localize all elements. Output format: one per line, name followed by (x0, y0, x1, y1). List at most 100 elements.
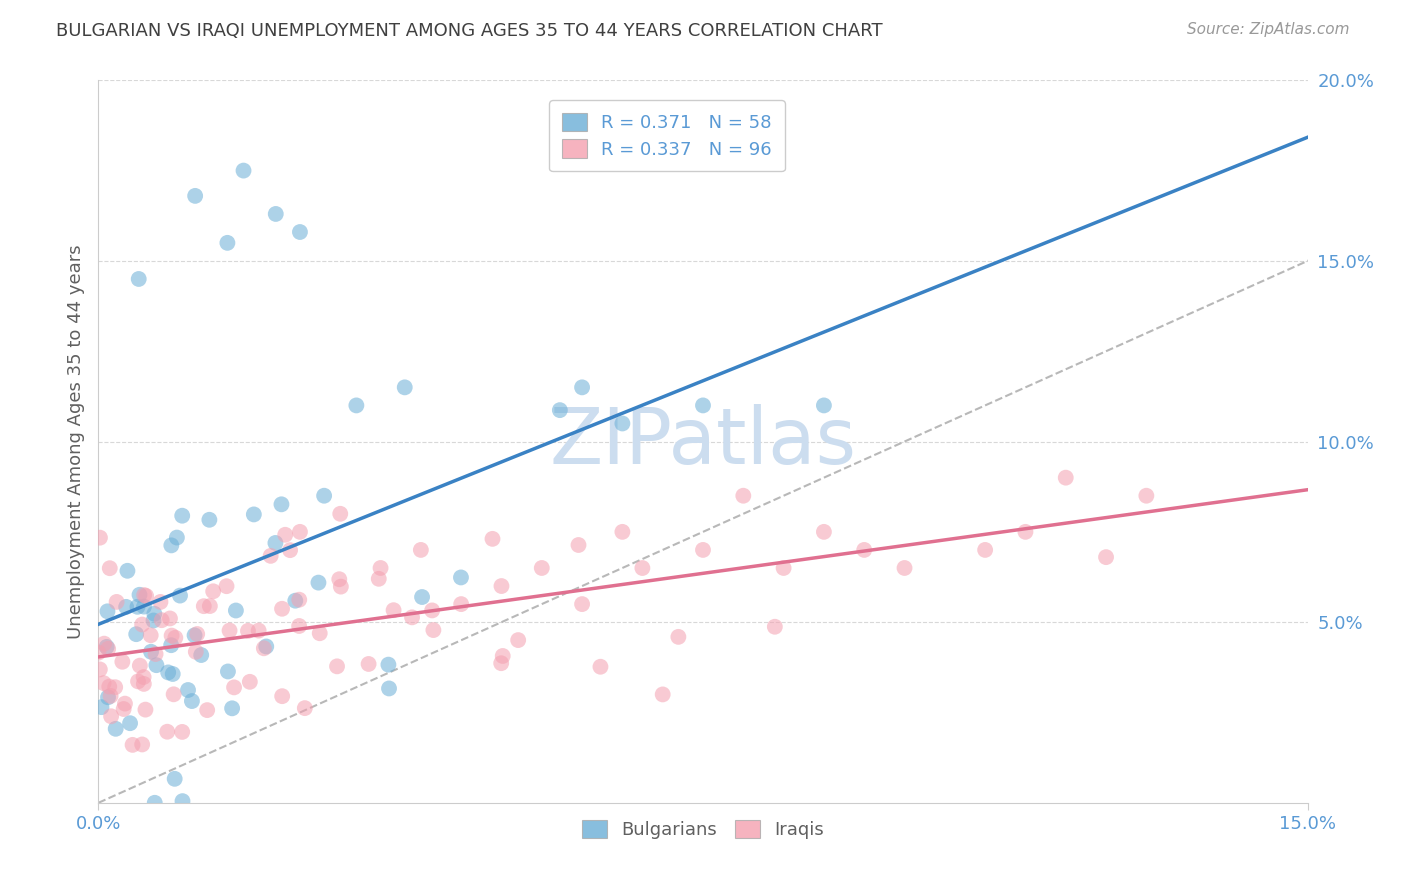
Point (166, 531, 188, 545)
Point (115, 599, 138, 614)
Point (221, 701, 243, 715)
Point (150, 613, 173, 627)
Point (409, 542, 432, 557)
Point (294, 701, 316, 715)
Point (132, 599, 155, 614)
Point (772, 561, 794, 575)
Point (382, 603, 405, 617)
Point (145, 658, 167, 673)
Point (172, 725, 194, 739)
Point (132, 677, 155, 691)
Point (169, 589, 191, 603)
Point (692, 542, 714, 557)
Point (278, 543, 301, 558)
Point (181, 694, 204, 708)
Point (401, 610, 423, 624)
Point (733, 489, 755, 503)
Point (314, 489, 336, 503)
Point (589, 659, 612, 673)
Point (128, 588, 150, 602)
Point (104, 722, 127, 736)
Point (217, 235, 239, 250)
Point (186, 627, 208, 641)
Point (612, 524, 634, 539)
Point (567, 538, 589, 552)
Point (193, 599, 215, 614)
Point (97, 690, 120, 705)
Point (128, 658, 150, 673)
Point (1095, 550, 1118, 565)
Point (394, 380, 416, 394)
Point (177, 683, 200, 698)
Point (184, 645, 207, 659)
Point (165, 631, 187, 645)
Point (96, 604, 118, 618)
Point (239, 674, 262, 689)
Point (491, 579, 513, 593)
Point (243, 508, 266, 522)
Point (651, 687, 673, 701)
Point (132, 670, 155, 684)
Point (97, 641, 120, 656)
Point (159, 611, 181, 625)
Point (149, 595, 172, 609)
Point (98, 561, 121, 575)
Point (326, 659, 349, 673)
Point (104, 680, 127, 694)
Point (357, 657, 380, 671)
Point (134, 588, 156, 602)
Point (143, 607, 166, 621)
Legend: Bulgarians, Iraqis: Bulgarians, Iraqis (569, 807, 837, 852)
Point (571, 380, 593, 394)
Point (530, 561, 553, 575)
Point (328, 572, 350, 586)
Point (139, 645, 162, 659)
Point (288, 225, 311, 239)
Point (271, 601, 294, 615)
Point (481, 532, 503, 546)
Point (93, 676, 115, 690)
Point (87, 646, 110, 660)
Point (307, 575, 329, 590)
Point (254, 640, 277, 654)
Point (450, 597, 472, 611)
Point (813, 524, 835, 539)
Point (247, 624, 270, 638)
Point (548, 403, 571, 417)
Point (127, 599, 149, 614)
Point (198, 599, 221, 613)
Point (763, 620, 786, 634)
Point (183, 628, 205, 642)
Point (89, 531, 111, 545)
Point (142, 614, 165, 628)
Point (121, 738, 143, 752)
Point (117, 564, 139, 578)
Point (853, 542, 876, 557)
Point (172, 794, 194, 808)
Point (508, 633, 530, 648)
Point (492, 648, 515, 663)
Point (127, 674, 149, 689)
Point (157, 665, 180, 680)
Point (377, 657, 399, 672)
Point (139, 628, 162, 642)
Point (111, 655, 134, 669)
Point (217, 665, 239, 679)
Point (270, 497, 292, 511)
Point (143, 796, 166, 810)
Point (893, 561, 915, 575)
Point (308, 626, 330, 640)
Point (100, 709, 122, 723)
Point (162, 667, 184, 681)
Point (378, 681, 401, 696)
Point (344, 398, 367, 412)
Point (100, 689, 122, 703)
Point (367, 572, 389, 586)
Point (260, 549, 283, 563)
Point (190, 648, 212, 662)
Text: Source: ZipAtlas.com: Source: ZipAtlas.com (1187, 22, 1350, 37)
Point (1135, 489, 1157, 503)
Point (202, 584, 225, 599)
Point (236, 624, 259, 638)
Point (222, 681, 245, 695)
